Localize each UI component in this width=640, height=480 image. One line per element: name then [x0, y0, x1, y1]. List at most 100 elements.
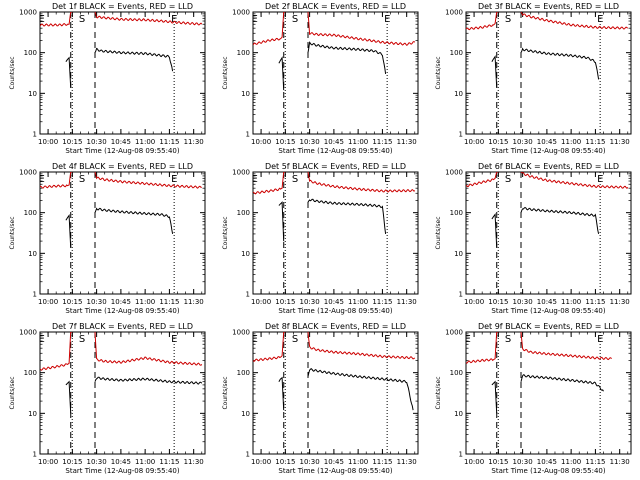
y-tick-label: 10 [28, 90, 37, 98]
x-tick-label: 11:30 [397, 298, 417, 306]
events-rate-line [65, 214, 72, 248]
lld-rate-line [94, 332, 203, 366]
panel-title: Det 2f BLACK = Events, RED = LLD [265, 2, 406, 11]
events-rate-line [278, 376, 285, 411]
chart-panel-5: Det 5f BLACK = Events, RED = LLD 1 10 100 10… [222, 162, 419, 315]
x-axis-label: Start Time (12-Aug-08 09:55:40) [491, 307, 605, 315]
x-tick-label: 10:00 [251, 298, 271, 306]
y-tick-label: 1000 [232, 329, 250, 337]
y-tick-label: 100 [237, 49, 250, 57]
events-rate-line [278, 201, 285, 242]
x-tick-label: 11:30 [610, 458, 630, 466]
y-tick-label: 1000 [445, 9, 463, 17]
x-tick-label: 11:00 [561, 138, 581, 146]
y-axis-label: Counts/sec [9, 376, 16, 409]
y-axis-label: Counts/sec [435, 376, 442, 409]
x-tick-label: 10:45 [324, 138, 344, 146]
y-tick-label: 10 [454, 410, 463, 418]
chart-panel-8: Det 8f BLACK = Events, RED = LLD 1 10 100 10… [222, 322, 419, 475]
events-rate-line [491, 380, 498, 414]
y-tick-label: 1000 [19, 169, 37, 177]
y-tick-label: 10 [28, 250, 37, 258]
x-tick-label: 10:15 [488, 458, 508, 466]
y-tick-label: 1 [33, 291, 37, 299]
x-axis-label: Start Time (12-Aug-08 09:55:40) [278, 147, 392, 155]
series-group [40, 172, 202, 248]
events-rate-line [94, 47, 174, 72]
lld-rate-line [466, 12, 499, 31]
x-tick-label: 10:15 [275, 138, 295, 146]
x-tick-label: 10:45 [537, 138, 557, 146]
series-group [253, 332, 416, 411]
x-axis-label: Start Time (12-Aug-08 09:55:40) [491, 467, 605, 475]
event-marker-label: E [38, 174, 44, 185]
event-marker-label: E [384, 334, 390, 345]
y-tick-label: 1 [33, 131, 37, 139]
x-tick-label: 11:15 [372, 458, 392, 466]
x-tick-label: 10:30 [87, 138, 107, 146]
x-tick-label: 11:30 [184, 458, 204, 466]
chart-panel-4: Det 4f BLACK = Events, RED = LLD 1 10 100 10… [9, 162, 206, 315]
plot-frame [39, 11, 206, 135]
x-tick-label: 11:30 [397, 458, 417, 466]
event-marker-label: S [505, 14, 511, 25]
plot-frame [465, 171, 632, 295]
y-axis-label: Counts/sec [222, 376, 229, 409]
lld-rate-line [253, 12, 286, 46]
series-group [466, 332, 612, 414]
x-tick-label: 10:30 [300, 138, 320, 146]
x-tick-label: 10:15 [488, 138, 508, 146]
y-tick-label: 10 [241, 250, 250, 258]
event-marker-label: E [251, 14, 257, 25]
chart-panel-9: Det 9f BLACK = Events, RED = LLD 1 10 100 10… [435, 322, 632, 475]
x-tick-label: 11:00 [348, 138, 368, 146]
x-tick-label: 10:00 [38, 138, 58, 146]
y-axis-label: Counts/sec [9, 56, 16, 89]
lld-rate-line [94, 172, 202, 189]
y-tick-label: 100 [450, 209, 463, 217]
x-tick-label: 10:00 [38, 298, 58, 306]
event-marker-label: E [464, 174, 470, 185]
x-tick-label: 10:45 [324, 298, 344, 306]
plot-frame [252, 171, 419, 295]
panel-title: Det 6f BLACK = Events, RED = LLD [478, 162, 619, 171]
event-marker-label: E [251, 334, 257, 345]
x-tick-label: 11:00 [135, 458, 155, 466]
x-axis-label: Start Time (12-Aug-08 09:55:40) [278, 307, 392, 315]
y-tick-label: 1 [459, 451, 463, 459]
y-axis-label: Counts/sec [435, 56, 442, 89]
x-tick-label: 10:15 [275, 298, 295, 306]
x-tick-label: 10:30 [87, 298, 107, 306]
lld-rate-line [466, 332, 499, 364]
chart-panel-7: Det 7f BLACK = Events, RED = LLD 1 10 100 10… [9, 322, 206, 475]
series-group [40, 12, 203, 88]
y-tick-label: 1000 [232, 9, 250, 17]
chart-panel-1: Det 1f BLACK = Events, RED = LLD 1 10 100 10… [9, 2, 206, 155]
y-tick-label: 1 [246, 131, 250, 139]
x-tick-label: 11:15 [372, 298, 392, 306]
lld-rate-line [253, 332, 286, 362]
plot-frame [39, 171, 206, 295]
x-tick-label: 11:00 [135, 138, 155, 146]
event-marker-label: S [292, 334, 298, 345]
y-tick-label: 100 [24, 209, 37, 217]
x-tick-label: 10:30 [513, 138, 533, 146]
event-marker-label: E [251, 174, 257, 185]
x-axis-label: Start Time (12-Aug-08 09:55:40) [65, 147, 179, 155]
x-tick-label: 10:15 [62, 138, 82, 146]
x-tick-label: 10:15 [62, 458, 82, 466]
events-rate-line [65, 380, 72, 414]
lld-rate-line [520, 332, 612, 361]
event-marker-label: S [79, 174, 85, 185]
x-tick-label: 11:15 [585, 298, 605, 306]
event-marker-label: S [505, 174, 511, 185]
event-marker-label: S [292, 174, 298, 185]
x-tick-label: 10:15 [62, 298, 82, 306]
y-tick-label: 10 [454, 250, 463, 258]
event-marker-label: S [292, 14, 298, 25]
lld-rate-line [307, 332, 416, 360]
events-rate-line [94, 207, 174, 234]
events-rate-line [307, 41, 387, 74]
panel-title: Det 9f BLACK = Events, RED = LLD [478, 322, 619, 331]
panel-title: Det 3f BLACK = Events, RED = LLD [478, 2, 619, 11]
